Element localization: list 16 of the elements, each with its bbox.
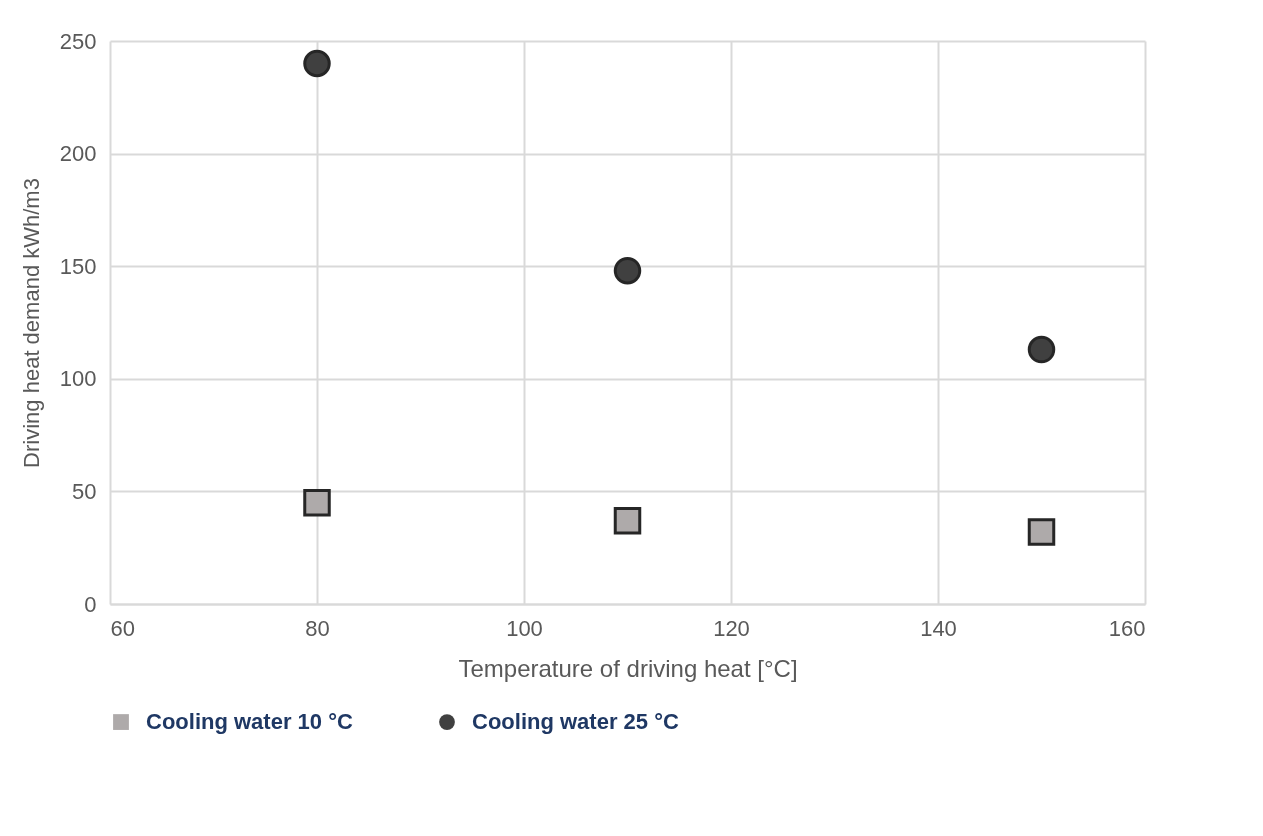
x-tick-label: 160 bbox=[1108, 615, 1146, 641]
y-tick-label: 150 bbox=[59, 253, 97, 279]
legend-label: Cooling water 25 °C bbox=[472, 709, 679, 735]
y-tick-label: 0 bbox=[84, 591, 97, 617]
x-tick-label: 100 bbox=[506, 615, 543, 641]
x-tick-label: 80 bbox=[305, 615, 330, 641]
y-tick-label: 50 bbox=[72, 478, 97, 504]
x-axis-title: Temperature of driving heat [°C] bbox=[458, 654, 798, 682]
x-tick-label: 120 bbox=[713, 615, 750, 641]
x-tick-label: 60 bbox=[110, 615, 135, 641]
y-tick-label: 100 bbox=[59, 366, 97, 392]
y-tick-label: 250 bbox=[59, 28, 97, 54]
x-tick-label: 140 bbox=[920, 615, 957, 641]
y-axis-title: Driving heat demand kWh/m3 bbox=[18, 178, 44, 468]
y-tick-label: 200 bbox=[59, 141, 97, 167]
legend-label: Cooling water 10 °C bbox=[146, 709, 353, 735]
